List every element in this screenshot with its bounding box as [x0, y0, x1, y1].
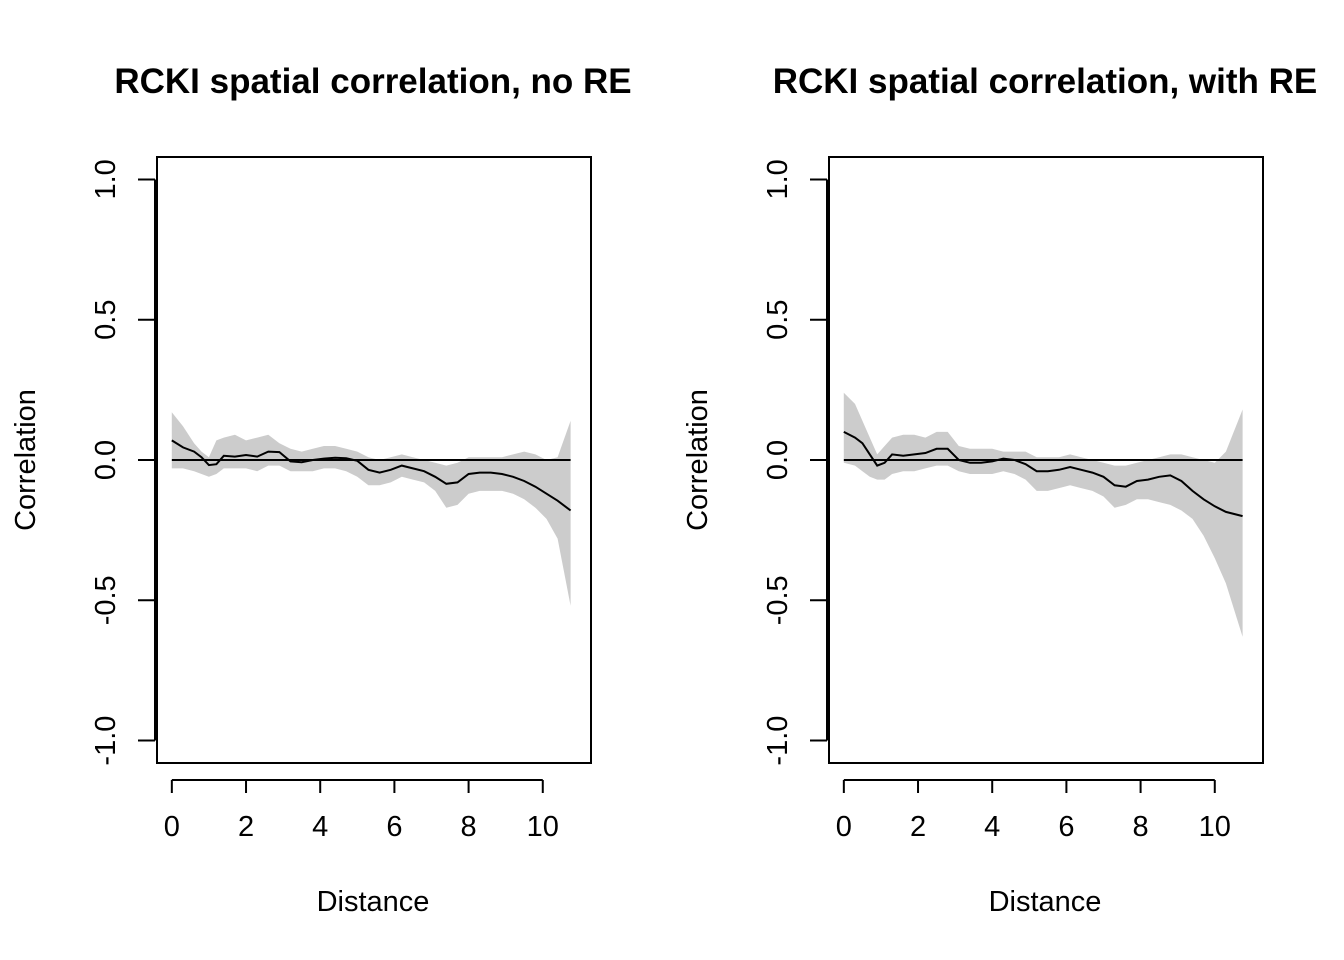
plot-frame — [828, 156, 1264, 764]
confidence-band-layer — [171, 412, 571, 606]
y-axis: -1.0 -0.5 0.0 0.5 1.0 — [762, 159, 828, 766]
y-tick-label: 0.5 — [762, 300, 794, 340]
chart-title: RCKI spatial correlation, no RE — [114, 62, 631, 101]
confidence-band — [843, 392, 1243, 637]
y-tick-label: -0.5 — [90, 575, 122, 625]
y-tick-label: 1.0 — [762, 159, 794, 199]
y-axis-label: Correlation — [682, 389, 714, 531]
y-axis: -1.0 -0.5 0.0 0.5 1.0 — [90, 159, 156, 766]
x-axis: 0 2 4 6 8 10 — [164, 779, 559, 843]
correlation-line — [843, 431, 1243, 518]
x-tick-label: 4 — [984, 811, 1000, 843]
x-tick-label: 10 — [527, 811, 559, 843]
correlation-line-layer — [171, 439, 572, 512]
y-tick-label: 1.0 — [90, 159, 122, 199]
x-tick-label: 8 — [461, 811, 477, 843]
y-tick-label: 0.0 — [762, 440, 794, 480]
chart-panel-with-re: RCKI spatial correlation, with RE Distan… — [682, 62, 1317, 918]
y-tick-label: 0.5 — [90, 300, 122, 340]
x-tick-label: 8 — [1133, 811, 1149, 843]
x-tick-label: 6 — [386, 811, 402, 843]
x-axis-label: Distance — [989, 886, 1102, 918]
x-tick-label: 0 — [836, 811, 852, 843]
y-tick-label: -0.5 — [762, 575, 794, 625]
chart-panel-no-re: RCKI spatial correlation, no RE Distance… — [10, 62, 632, 918]
correlation-line — [171, 439, 572, 512]
chart-title: RCKI spatial correlation, with RE — [773, 62, 1318, 101]
y-tick-label: 0.0 — [90, 440, 122, 480]
y-tick-label: -1.0 — [762, 716, 794, 766]
plot-frame — [156, 156, 592, 764]
x-axis-label: Distance — [317, 886, 430, 918]
confidence-band — [171, 412, 571, 606]
x-axis: 0 2 4 6 8 10 — [836, 779, 1231, 843]
x-tick-label: 6 — [1058, 811, 1074, 843]
x-tick-label: 4 — [312, 811, 328, 843]
correlation-line-layer — [843, 431, 1243, 518]
y-tick-label: -1.0 — [90, 716, 122, 766]
x-tick-label: 0 — [164, 811, 180, 843]
x-tick-label: 2 — [910, 811, 926, 843]
x-tick-label: 10 — [1199, 811, 1231, 843]
confidence-band-layer — [843, 392, 1243, 637]
y-axis-label: Correlation — [10, 389, 42, 531]
x-tick-label: 2 — [238, 811, 254, 843]
